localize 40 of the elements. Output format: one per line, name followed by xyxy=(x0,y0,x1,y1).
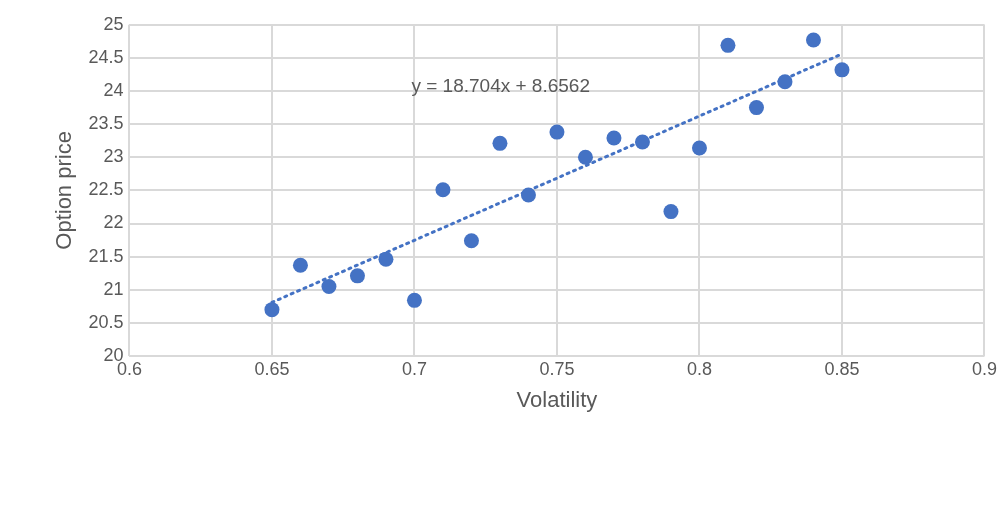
x-tick-label: 0.75 xyxy=(539,358,575,379)
y-tick-label: 21 xyxy=(103,278,124,299)
point xyxy=(748,100,764,116)
y-tick-label: 24.5 xyxy=(88,46,124,67)
x-tick-label: 0.8 xyxy=(686,358,712,379)
x-axis-title: Volatility xyxy=(516,386,598,412)
x-tick-label: 0.7 xyxy=(401,358,427,379)
x-tick-label: 0.9 xyxy=(971,358,997,379)
y-tick-label: 22 xyxy=(103,212,124,233)
y-tick-label: 23.5 xyxy=(88,113,124,134)
point xyxy=(777,74,793,90)
y-tick-label: 23 xyxy=(103,146,124,167)
point xyxy=(805,32,821,48)
point xyxy=(264,302,280,318)
annotation: y = 18.704x + 8.6562 xyxy=(411,75,590,97)
point xyxy=(292,257,308,273)
point xyxy=(349,268,365,284)
y-tick-label: 22.5 xyxy=(88,179,124,200)
x-tick-label: 0.85 xyxy=(824,358,860,379)
y-tick-label: 25 xyxy=(103,13,124,34)
y-tick-label: 24 xyxy=(103,80,124,101)
point xyxy=(691,140,707,156)
point xyxy=(720,37,736,53)
point xyxy=(606,130,622,146)
point xyxy=(321,278,337,294)
point xyxy=(834,62,850,78)
point xyxy=(492,135,508,151)
point xyxy=(577,149,593,165)
point xyxy=(663,204,679,220)
y-tick-label: 20.5 xyxy=(88,311,124,332)
x-tick-label: 0.65 xyxy=(254,358,290,379)
point xyxy=(549,124,565,140)
point xyxy=(378,251,394,267)
point xyxy=(435,182,451,198)
y-axis-title: Option price xyxy=(51,131,77,250)
y-tick-label: 21.5 xyxy=(88,245,124,266)
point xyxy=(520,187,536,203)
point xyxy=(406,292,422,308)
point xyxy=(463,233,479,249)
point xyxy=(634,134,650,150)
